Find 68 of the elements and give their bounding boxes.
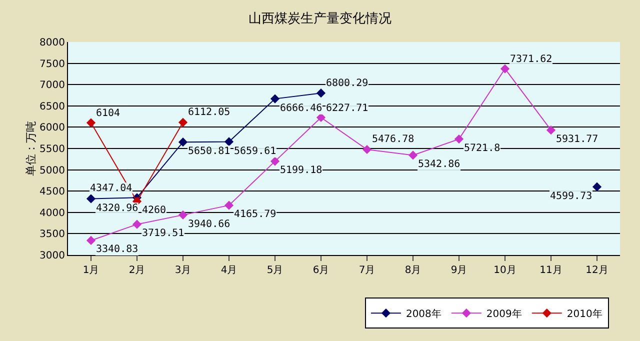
y-tick-label: 3000 [40, 250, 65, 262]
data-label: 5199.18 [280, 165, 322, 176]
point [86, 118, 96, 128]
point [86, 236, 96, 246]
y-tick-label: 7500 [40, 58, 65, 70]
point [224, 200, 234, 210]
legend-label: 2008年 [406, 308, 442, 320]
data-label: 4320.96 [96, 203, 138, 214]
data-label: 5721.8 [464, 143, 500, 154]
data-label: 7371.62 [510, 54, 552, 65]
y-tick-label: 6000 [40, 122, 65, 134]
point [500, 64, 510, 74]
point [316, 88, 326, 98]
data-label: 4260 [142, 205, 166, 216]
point [270, 156, 280, 166]
legend-label: 2010年 [566, 308, 602, 320]
point [316, 112, 326, 122]
point [178, 118, 188, 127]
data-label: 4347.04 [90, 183, 132, 194]
point [178, 138, 188, 147]
y-tick-label: 4000 [40, 208, 65, 219]
y-tick-label: 6500 [40, 101, 65, 112]
point [546, 126, 556, 135]
point [454, 134, 464, 144]
x-tick-label: 12月 [586, 265, 608, 276]
point [224, 137, 234, 146]
data-label: 6112.05 [188, 107, 230, 118]
point [86, 194, 96, 204]
chart-title: 山西煤炭生产量变化情况 [248, 12, 392, 27]
y-tick-label: 5000 [40, 165, 65, 176]
point [132, 220, 142, 229]
data-label: 3340.83 [96, 244, 138, 255]
data-label: 6104 [96, 108, 120, 119]
data-label: 5476.78 [372, 134, 414, 145]
y-tick-label: 7000 [40, 80, 65, 92]
x-tick-label: 6月 [312, 265, 330, 276]
x-tick-label: 7月 [358, 265, 376, 276]
data-label: 4599.73 [550, 191, 592, 202]
point [592, 182, 602, 192]
point [178, 210, 188, 220]
point [408, 150, 418, 160]
point [362, 144, 372, 154]
data-label: 6666.46 [280, 103, 322, 114]
legend-label: 2009年 [486, 308, 522, 320]
data-label: 6227.71 [326, 103, 368, 114]
data-label: 6800.29 [326, 78, 368, 89]
data-label: 5659.61 [234, 146, 276, 157]
x-tick-label: 2月 [128, 265, 146, 276]
y-axis-title: 单位：万吨 [24, 121, 38, 176]
x-tick-label: 8月 [404, 265, 422, 276]
x-tick-label: 5月 [266, 265, 284, 276]
point [270, 94, 280, 104]
x-tick-label: 4月 [220, 265, 238, 276]
data-label: 5931.77 [556, 134, 598, 145]
y-tick-label: 3500 [40, 229, 65, 240]
x-tick-label: 1月 [82, 265, 100, 276]
x-tick-label: 10月 [494, 265, 516, 276]
y-tick-label: 4500 [40, 186, 65, 198]
data-label: 5342.86 [418, 159, 460, 170]
data-label: 3940.66 [188, 219, 230, 230]
data-label: 3719.51 [142, 228, 184, 239]
data-label: 5650.81 [188, 146, 230, 157]
y-tick-label: 8000 [40, 38, 65, 48]
y-tick-label: 5500 [40, 144, 65, 155]
x-tick-label: 9月 [450, 265, 468, 276]
x-tick-label: 11月 [540, 265, 562, 276]
x-tick-label: 3月 [174, 265, 192, 276]
data-label: 4165.79 [234, 209, 276, 220]
